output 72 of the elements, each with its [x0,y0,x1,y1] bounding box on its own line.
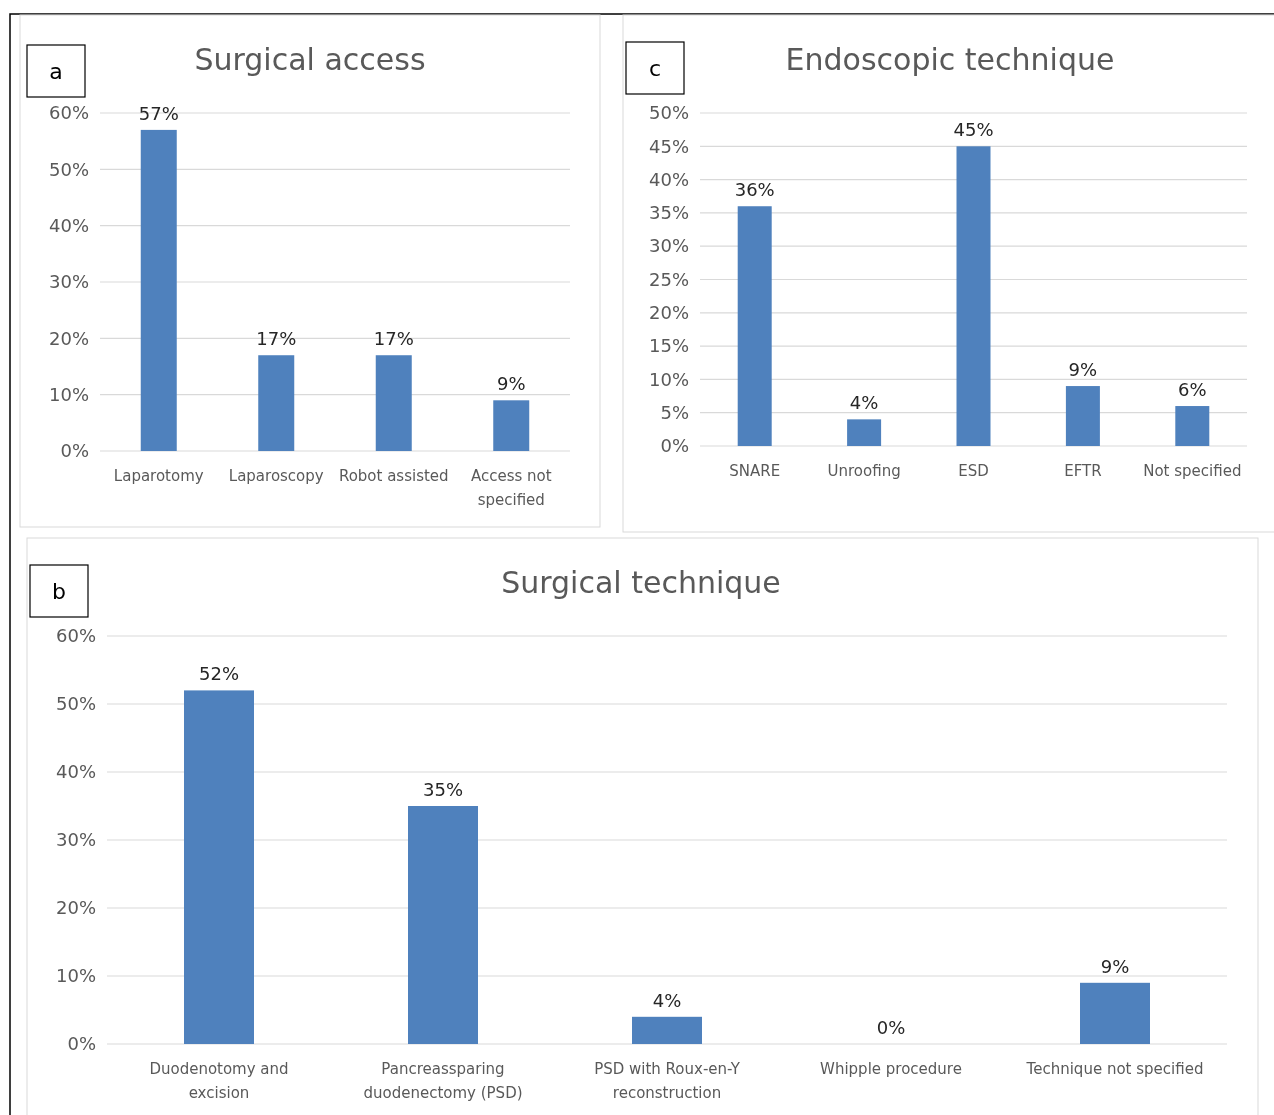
bar [1065,386,1100,446]
y-tick-label: 50% [48,158,89,180]
data-label: 36% [734,179,775,201]
text: b [52,579,66,604]
bar [737,206,772,446]
bar [258,355,295,451]
x-tick-label: Duodenotomy and excision [149,1060,289,1102]
x-tick-label: Unroofing [827,462,901,480]
data-label: 45% [953,119,994,141]
y-tick-label: 20% [48,327,89,349]
y-tick-label: 45% [648,135,689,157]
x-tick-label: SNARE [729,462,781,480]
y-tick-label: 5% [660,401,689,423]
x-tick-label: Whipple procedure [820,1060,962,1078]
y-tick-label: 60% [55,625,96,647]
y-tick-label: 15% [648,335,689,357]
y-tick-label: 40% [648,168,689,190]
x-tick-label: Pancreassparing duodenectomy (PSD) [363,1060,523,1102]
bar [493,400,530,451]
text: a [49,59,63,84]
y-tick-label: 40% [48,214,89,236]
y-tick-label: 0% [67,1033,96,1055]
bar [408,806,478,1044]
y-tick-label: 10% [55,965,96,987]
x-tick-label: Technique not specified [1025,1060,1204,1078]
y-tick-label: 10% [648,368,689,390]
chart-title: Endoscopic technique [785,42,1115,77]
x-tick-label: Laparoscopy [228,467,324,485]
y-tick-label: 50% [55,693,96,715]
bar [1080,982,1150,1044]
bar [632,1016,702,1044]
data-label: 17% [373,328,414,350]
y-tick-label: 40% [55,761,96,783]
data-label: 9% [1100,955,1130,977]
x-tick-label: Robot assisted [338,467,449,485]
y-tick-label: 50% [648,102,689,124]
y-tick-label: 20% [55,897,96,919]
x-tick-label: EFTR [1064,462,1102,480]
data-label: 35% [422,779,464,800]
y-tick-label: 60% [48,102,89,124]
data-label: 57% [138,102,179,124]
chart-title: Surgical technique [501,565,781,600]
text: c [648,56,662,81]
y-tick-label: 30% [48,271,89,293]
bar [140,129,177,451]
bar [956,146,991,446]
y-tick-label: 25% [648,268,689,290]
data-label: 0% [876,1017,906,1038]
x-tick-label: PSD with Roux-en-Y reconstruction [594,1060,741,1102]
bar [184,690,254,1044]
bar [375,355,412,451]
data-label: 9% [1068,359,1098,381]
data-label: 17% [256,328,297,350]
data-label: 52% [198,663,240,685]
y-tick-label: 10% [48,383,89,405]
y-tick-label: 20% [648,302,689,324]
y-tick-label: 30% [648,235,689,257]
x-tick-label: Access not specified [470,467,552,509]
data-label: 6% [1178,379,1207,401]
x-tick-label: Laparotomy [113,467,204,485]
y-tick-label: 0% [660,435,689,457]
y-tick-label: 0% [60,440,89,462]
bar [1175,406,1210,446]
y-tick-label: 30% [55,829,96,851]
data-label: 4% [652,989,682,1011]
x-tick-label: ESD [958,462,989,480]
data-label: 9% [496,373,526,395]
x-tick-label: Not specified [1143,462,1242,480]
chart-title: Surgical access [194,42,426,77]
y-tick-label: 35% [648,202,689,224]
data-label: 4% [849,392,879,414]
bar [847,419,882,446]
